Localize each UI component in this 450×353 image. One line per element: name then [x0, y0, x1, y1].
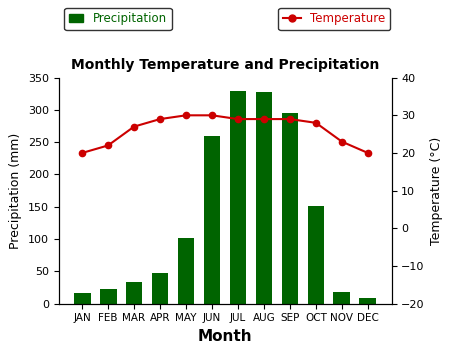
- Legend: Precipitation: Precipitation: [64, 8, 171, 30]
- Bar: [99, 289, 117, 304]
- Bar: [360, 298, 376, 304]
- Y-axis label: Temperature (°C): Temperature (°C): [430, 137, 443, 245]
- Bar: [203, 136, 220, 304]
- Bar: [152, 273, 168, 304]
- X-axis label: Month: Month: [198, 329, 252, 344]
- Bar: [178, 238, 194, 304]
- Bar: [333, 292, 351, 304]
- Bar: [74, 293, 90, 304]
- Bar: [230, 91, 247, 304]
- Bar: [126, 282, 143, 304]
- Bar: [307, 206, 324, 304]
- Legend: Temperature: Temperature: [278, 8, 390, 30]
- Y-axis label: Precipitation (mm): Precipitation (mm): [9, 132, 22, 249]
- Bar: [256, 92, 272, 304]
- Bar: [282, 113, 298, 304]
- Title: Monthly Temperature and Precipitation: Monthly Temperature and Precipitation: [71, 58, 379, 72]
